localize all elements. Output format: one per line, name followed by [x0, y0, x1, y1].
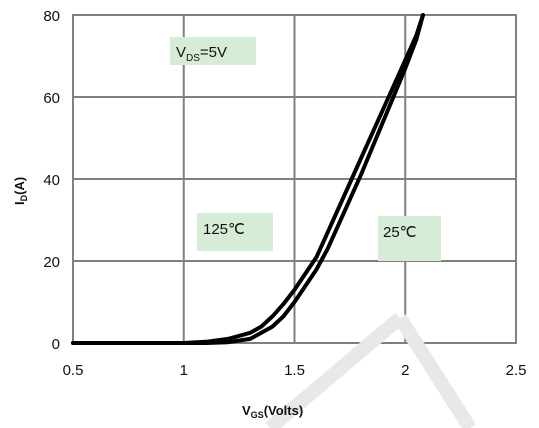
series-line-0	[71, 13, 425, 345]
x-tick-label-2: 1.5	[284, 362, 305, 379]
x-tick-label-3: 2	[401, 362, 409, 379]
annotation-25c: 25℃	[383, 224, 417, 241]
annotation-125c: 125℃	[203, 221, 245, 238]
annotation-box-25c	[378, 216, 441, 261]
watermark-lines	[265, 312, 476, 428]
x-tick-label-4: 2.5	[506, 362, 527, 379]
annotation-vds: VDS=5V	[176, 44, 227, 64]
y-tick-label-4: 80	[43, 8, 60, 25]
series-group	[71, 13, 425, 345]
x-tick-label-0: 0.5	[63, 362, 84, 379]
series-line-1	[71, 13, 425, 345]
y-tick-labels: 0 20 40 60 80	[43, 8, 60, 353]
x-tick-label-1: 1	[180, 362, 188, 379]
annotation-box-125c	[197, 213, 273, 251]
x-axis-title: VGS(Volts)	[242, 403, 303, 420]
y-tick-label-2: 40	[43, 172, 60, 189]
y-axis-title: ID(A)	[12, 177, 29, 205]
annotation-box-vds	[170, 37, 256, 65]
x-tick-labels: 0.5 1 1.5 2 2.5	[63, 362, 527, 379]
y-tick-label-3: 60	[43, 90, 60, 107]
y-tick-label-0: 0	[52, 336, 60, 353]
grid-lines	[72, 14, 517, 344]
y-tick-label-1: 20	[43, 254, 60, 271]
